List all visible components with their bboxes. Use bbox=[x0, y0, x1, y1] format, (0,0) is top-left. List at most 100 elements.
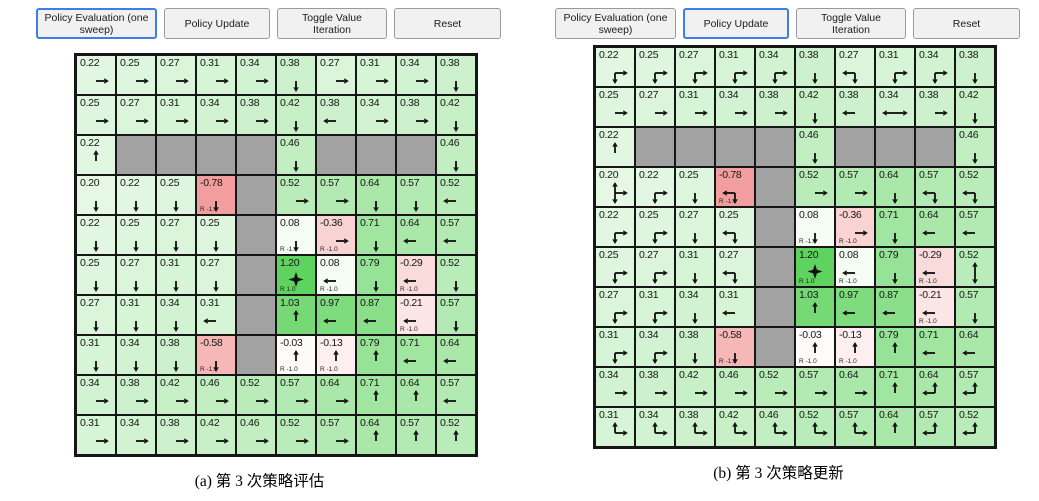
grid-cell[interactable]: 0.38 bbox=[236, 95, 276, 135]
grid-cell[interactable]: 0.34 bbox=[595, 367, 635, 407]
grid-cell[interactable]: 0.38 bbox=[795, 47, 835, 87]
grid-cell[interactable]: 0.38 bbox=[955, 47, 995, 87]
grid-cell[interactable]: 0.27 bbox=[156, 215, 196, 255]
reset-button[interactable]: Reset bbox=[394, 8, 501, 39]
grid-cell[interactable]: -0.13 R -1.0 bbox=[835, 327, 875, 367]
grid-cell[interactable]: -0.29 R -1.0 bbox=[396, 255, 436, 295]
toggle-value-iteration-button[interactable]: Toggle Value Iteration bbox=[277, 8, 387, 39]
grid-cell[interactable]: 0.34 bbox=[196, 95, 236, 135]
grid-cell[interactable]: 0.64 bbox=[436, 335, 476, 375]
grid-cell[interactable]: 0.52 bbox=[436, 255, 476, 295]
grid-cell[interactable]: 0.25 bbox=[635, 207, 675, 247]
grid-cell[interactable]: 0.42 bbox=[276, 95, 316, 135]
grid-cell[interactable]: 0.22 bbox=[76, 135, 116, 175]
grid-cell[interactable]: 0.25 bbox=[116, 215, 156, 255]
grid-cell[interactable]: -0.21 R -1.0 bbox=[396, 295, 436, 335]
grid-cell[interactable]: 0.27 bbox=[116, 255, 156, 295]
grid-cell[interactable]: 0.20 bbox=[595, 167, 635, 207]
grid-cell[interactable]: 0.22 bbox=[76, 215, 116, 255]
grid-cell[interactable]: 0.42 bbox=[156, 375, 196, 415]
grid-cell[interactable]: 0.27 bbox=[635, 87, 675, 127]
grid-cell[interactable]: 0.27 bbox=[835, 47, 875, 87]
grid-cell[interactable]: 0.31 bbox=[595, 407, 635, 447]
grid-cell[interactable]: 0.27 bbox=[715, 247, 755, 287]
grid-cell[interactable]: 0.46 bbox=[795, 127, 835, 167]
grid-cell[interactable]: 0.31 bbox=[76, 335, 116, 375]
grid-cell[interactable]: 0.34 bbox=[116, 335, 156, 375]
grid-cell[interactable]: 0.57 bbox=[396, 175, 436, 215]
grid-cell[interactable]: 0.52 bbox=[436, 415, 476, 455]
grid-cell[interactable]: 0.34 bbox=[875, 87, 915, 127]
grid-cell[interactable]: 0.38 bbox=[116, 375, 156, 415]
grid-cell[interactable]: 0.46 bbox=[755, 407, 795, 447]
grid-cell[interactable]: 0.46 bbox=[715, 367, 755, 407]
grid-cell[interactable]: -0.36 R -1.0 bbox=[835, 207, 875, 247]
reset-button[interactable]: Reset bbox=[913, 8, 1020, 39]
grid-cell[interactable]: 0.52 bbox=[955, 247, 995, 287]
grid-cell[interactable]: 0.34 bbox=[635, 327, 675, 367]
grid-cell[interactable]: 0.42 bbox=[196, 415, 236, 455]
grid-cell[interactable]: 0.27 bbox=[635, 247, 675, 287]
grid-cell[interactable]: 0.08 R -1.0 bbox=[835, 247, 875, 287]
grid-cell[interactable]: 0.08 R -1.0 bbox=[795, 207, 835, 247]
grid-cell[interactable]: 0.08 R -1.0 bbox=[276, 215, 316, 255]
grid-cell[interactable]: 1.20 R 1.0 bbox=[276, 255, 316, 295]
grid-cell[interactable]: 0.57 bbox=[835, 407, 875, 447]
grid-cell[interactable]: 0.25 bbox=[76, 95, 116, 135]
grid-cell[interactable]: 0.22 bbox=[635, 167, 675, 207]
grid-cell[interactable]: 0.57 bbox=[955, 367, 995, 407]
grid-cell[interactable]: 0.71 bbox=[875, 367, 915, 407]
grid-cell[interactable]: 0.25 bbox=[675, 167, 715, 207]
grid-cell[interactable]: 0.22 bbox=[76, 55, 116, 95]
grid-cell[interactable]: 0.46 bbox=[276, 135, 316, 175]
grid-cell[interactable]: 0.31 bbox=[675, 247, 715, 287]
grid-cell[interactable]: 0.64 bbox=[316, 375, 356, 415]
grid-cell[interactable]: 0.27 bbox=[156, 55, 196, 95]
grid-cell[interactable]: 0.27 bbox=[595, 287, 635, 327]
grid-cell[interactable]: 0.25 bbox=[715, 207, 755, 247]
grid-cell[interactable]: 0.52 bbox=[955, 407, 995, 447]
grid-cell[interactable]: 0.87 bbox=[356, 295, 396, 335]
grid-cell[interactable]: 0.71 bbox=[356, 375, 396, 415]
grid-cell[interactable]: 0.08 R -1.0 bbox=[316, 255, 356, 295]
grid-cell[interactable]: 0.57 bbox=[915, 407, 955, 447]
grid-cell[interactable]: 0.64 bbox=[396, 215, 436, 255]
grid-cell[interactable]: 0.27 bbox=[196, 255, 236, 295]
grid-cell[interactable]: 0.34 bbox=[76, 375, 116, 415]
grid-cell[interactable]: -0.29 R -1.0 bbox=[915, 247, 955, 287]
grid-cell[interactable]: 0.31 bbox=[675, 87, 715, 127]
grid-cell[interactable]: 0.38 bbox=[635, 367, 675, 407]
grid-cell[interactable]: 0.52 bbox=[276, 175, 316, 215]
grid-cell[interactable]: 0.31 bbox=[196, 295, 236, 335]
grid-cell[interactable]: 0.31 bbox=[356, 55, 396, 95]
grid-cell[interactable]: 0.57 bbox=[955, 207, 995, 247]
grid-cell[interactable]: 0.64 bbox=[356, 175, 396, 215]
grid-cell[interactable]: 0.31 bbox=[76, 415, 116, 455]
grid-cell[interactable]: 0.34 bbox=[635, 407, 675, 447]
grid-cell[interactable]: 0.46 bbox=[436, 135, 476, 175]
grid-cell[interactable]: 0.57 bbox=[396, 415, 436, 455]
grid-cell[interactable]: 0.31 bbox=[116, 295, 156, 335]
grid-cell[interactable]: 0.38 bbox=[276, 55, 316, 95]
grid-cell[interactable]: 0.25 bbox=[635, 47, 675, 87]
grid-cell[interactable]: 0.38 bbox=[675, 327, 715, 367]
grid-cell[interactable]: -0.13 R -1.0 bbox=[316, 335, 356, 375]
policy-update-button[interactable]: Policy Update bbox=[683, 8, 789, 39]
grid-cell[interactable]: 0.79 bbox=[875, 247, 915, 287]
grid-cell[interactable]: 0.27 bbox=[76, 295, 116, 335]
grid-cell[interactable]: 0.46 bbox=[955, 127, 995, 167]
grid-cell[interactable]: 0.71 bbox=[356, 215, 396, 255]
grid-cell[interactable]: 0.64 bbox=[356, 415, 396, 455]
grid-cell[interactable]: 0.38 bbox=[396, 95, 436, 135]
grid-cell[interactable]: -0.03 R -1.0 bbox=[276, 335, 316, 375]
grid-cell[interactable]: 0.38 bbox=[755, 87, 795, 127]
grid-cell[interactable]: 0.22 bbox=[595, 47, 635, 87]
grid-cell[interactable]: 0.22 bbox=[116, 175, 156, 215]
grid-cell[interactable]: 0.57 bbox=[436, 375, 476, 415]
grid-cell[interactable]: 0.57 bbox=[436, 215, 476, 255]
grid-cell[interactable]: 0.57 bbox=[835, 167, 875, 207]
grid-cell[interactable]: 1.03 bbox=[795, 287, 835, 327]
grid-cell[interactable]: 0.20 bbox=[76, 175, 116, 215]
grid-cell[interactable]: 0.34 bbox=[675, 287, 715, 327]
grid-cell[interactable]: 0.38 bbox=[915, 87, 955, 127]
